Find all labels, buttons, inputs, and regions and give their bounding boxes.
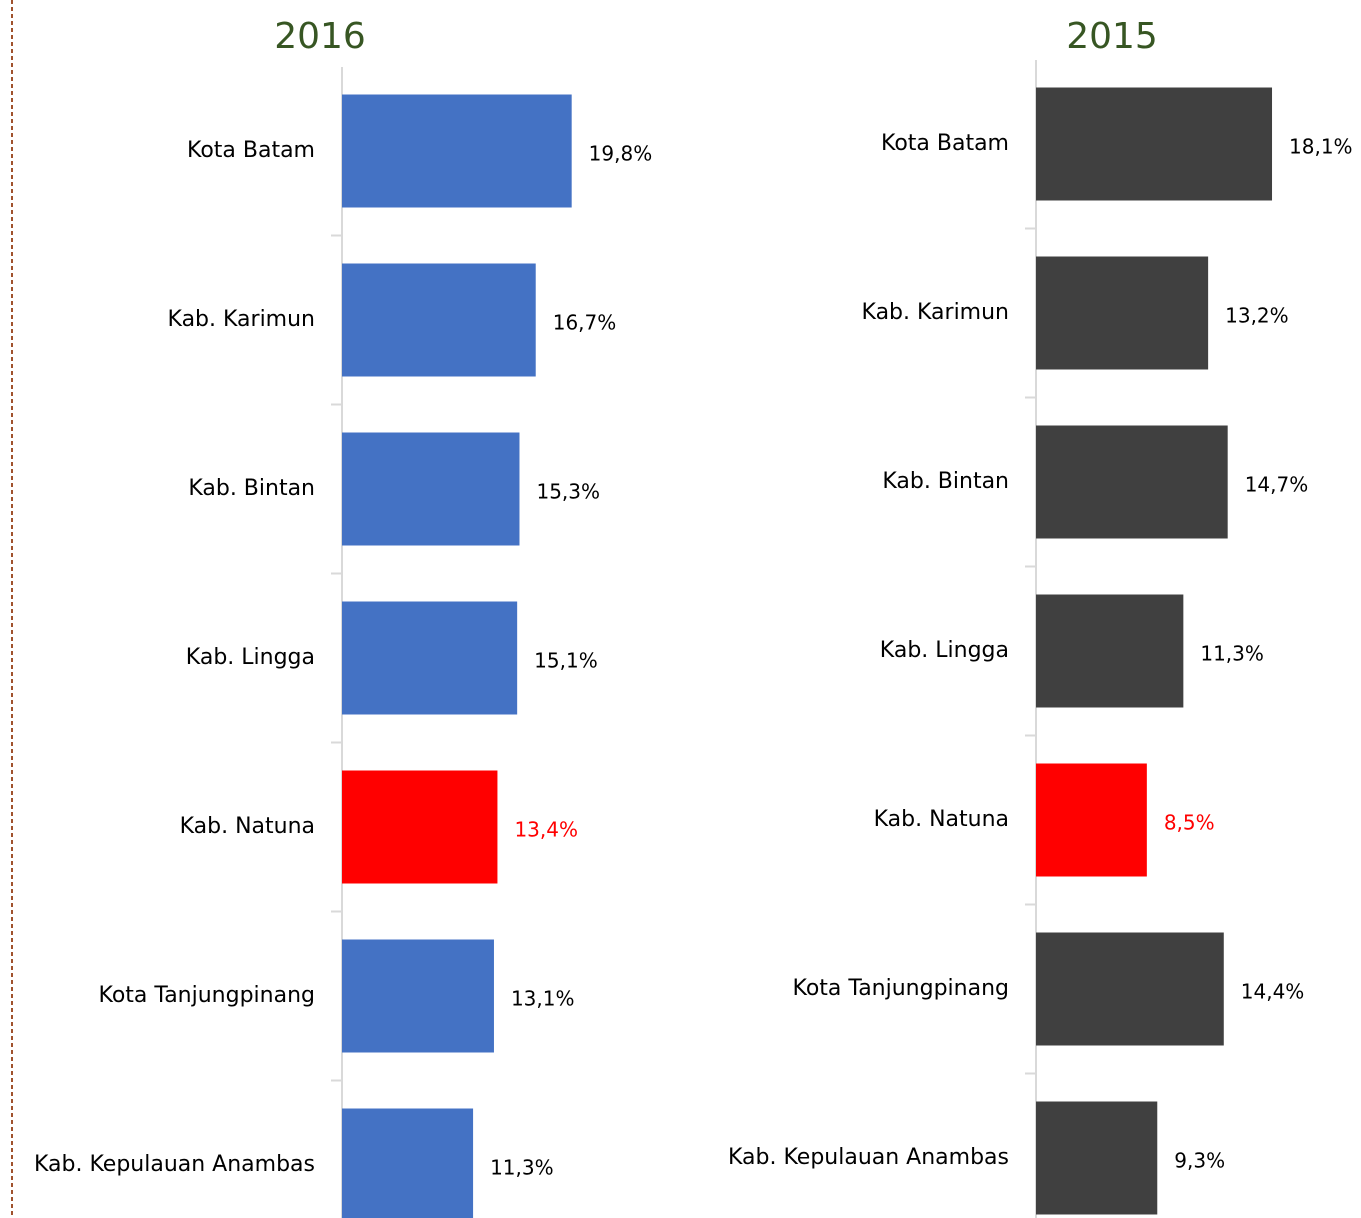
value-label: 8,5% [1164, 811, 1215, 835]
value-label: 13,2% [1225, 304, 1289, 328]
bar [1036, 594, 1184, 708]
category-label: Kota Batam [881, 131, 1009, 156]
bar [342, 263, 536, 377]
value-label: 13,4% [514, 818, 578, 842]
bar [1036, 932, 1224, 1046]
bar [1036, 763, 1147, 877]
category-label: Kab. Kepulauan Anambas [34, 1152, 315, 1177]
category-label: Kab. Kepulauan Anambas [728, 1145, 1009, 1170]
value-label: 13,1% [511, 987, 575, 1011]
bar [342, 1108, 474, 1218]
value-label: 15,1% [534, 649, 598, 673]
value-label: 16,7% [553, 311, 617, 335]
category-label: Kota Batam [187, 138, 315, 163]
category-label: Kota Tanjungpinang [99, 983, 316, 1008]
bar [1036, 1101, 1158, 1215]
bar [342, 432, 520, 546]
bar [342, 939, 494, 1053]
category-label: Kab. Bintan [882, 469, 1009, 494]
value-label: 11,3% [490, 1156, 554, 1180]
value-label: 14,4% [1241, 980, 1305, 1004]
value-label: 15,3% [536, 480, 600, 504]
chart-title: 2015 [1066, 16, 1158, 57]
chart-title: 2016 [274, 16, 366, 57]
bar [1036, 256, 1209, 370]
bar [342, 770, 498, 884]
category-label: Kab. Lingga [880, 638, 1009, 663]
category-label: Kab. Natuna [874, 807, 1009, 832]
value-label: 9,3% [1174, 1149, 1225, 1173]
value-label: 11,3% [1200, 642, 1264, 666]
category-label: Kab. Karimun [862, 300, 1009, 325]
category-label: Kab. Bintan [188, 476, 315, 501]
bar [342, 94, 572, 208]
value-label: 14,7% [1245, 473, 1309, 497]
value-label: 19,8% [589, 142, 653, 166]
category-label: Kab. Karimun [168, 307, 315, 332]
bar [342, 601, 518, 715]
category-label: Kota Tanjungpinang [793, 976, 1010, 1001]
bar [1036, 87, 1273, 201]
category-label: Kab. Lingga [186, 645, 315, 670]
bar [1036, 425, 1228, 539]
category-label: Kab. Natuna [180, 814, 315, 839]
value-label: 18,1% [1289, 135, 1353, 159]
